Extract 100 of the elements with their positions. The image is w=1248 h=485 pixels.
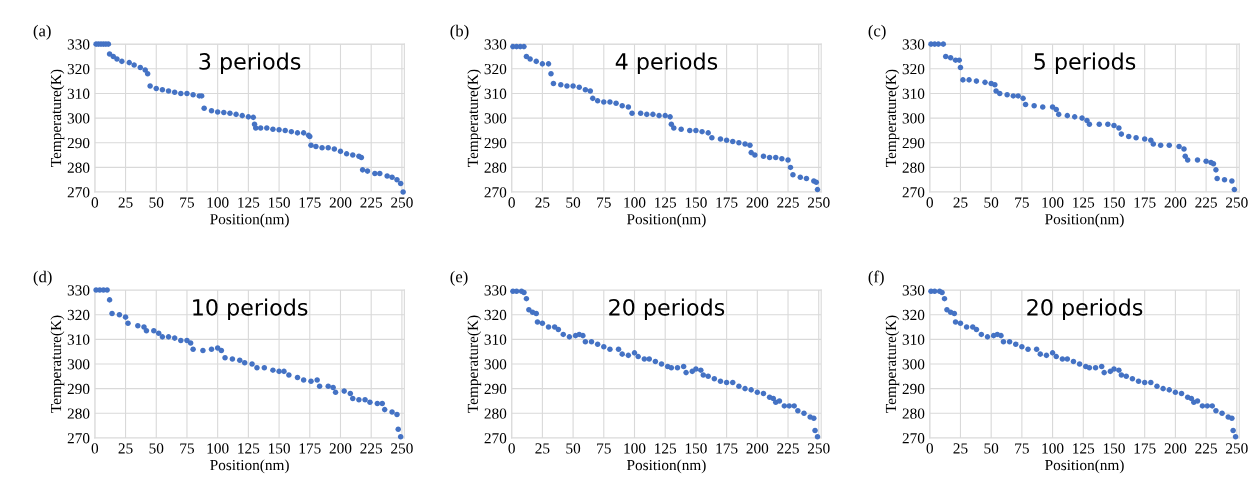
y-axis-title: Temperature(K): [885, 315, 900, 413]
point: [104, 287, 110, 293]
y-axis-title: Temperature(K): [50, 315, 65, 413]
point: [106, 297, 113, 303]
point: [656, 112, 662, 119]
x-axis-title: Position(nm): [210, 459, 289, 474]
point: [155, 330, 162, 336]
y-tick-label: 320: [484, 63, 507, 75]
point: [1194, 157, 1201, 163]
point: [1053, 106, 1060, 113]
point: [587, 88, 594, 94]
point: [533, 58, 540, 65]
y-tick-label: 290: [902, 137, 925, 149]
y-tick-label: 320: [67, 63, 90, 75]
point: [742, 141, 748, 147]
y-tick-label: 280: [67, 162, 90, 173]
point: [165, 334, 172, 340]
point: [222, 355, 228, 361]
point: [785, 157, 791, 163]
point: [576, 84, 583, 91]
point: [629, 110, 635, 116]
point: [1150, 141, 1157, 147]
x-tick-label: 0: [926, 197, 933, 208]
point: [787, 164, 794, 171]
x-tick-label: 75: [180, 443, 194, 454]
x-tick-label: 150: [685, 197, 707, 208]
x-axis-title: Position(nm): [1045, 459, 1124, 474]
point: [766, 154, 773, 161]
point: [325, 383, 331, 389]
point: [286, 372, 292, 378]
point: [1022, 101, 1029, 108]
y-tick-label: 300: [67, 113, 90, 124]
y-tick-label: 310: [484, 334, 507, 345]
x-axis-title: Position(nm): [210, 213, 289, 228]
y-tick-label: 330: [902, 285, 925, 296]
point: [218, 347, 225, 354]
point: [151, 327, 157, 334]
point: [109, 310, 115, 317]
x-tick-label: 125: [655, 443, 677, 454]
point: [1105, 121, 1111, 128]
x-tick-label: 0: [926, 443, 933, 454]
y-tick-label: 300: [484, 113, 507, 124]
point: [625, 104, 632, 110]
point: [686, 127, 693, 134]
y-tick-label: 330: [902, 39, 925, 50]
x-tick-label: 250: [1226, 443, 1248, 454]
point: [135, 323, 141, 329]
x-tick-label: 200: [1164, 443, 1187, 454]
point: [558, 82, 564, 88]
y-tick-label: 270: [484, 187, 507, 198]
annotation: 20 periods: [1027, 298, 1143, 321]
x-axis-title: Position(nm): [626, 459, 706, 474]
point: [772, 154, 779, 161]
point: [650, 111, 656, 118]
y-tick-label: 280: [484, 408, 507, 419]
point: [347, 390, 354, 397]
point: [779, 156, 785, 162]
point: [671, 125, 677, 131]
x-tick-label: 175: [1134, 443, 1156, 454]
y-tick-label: 300: [902, 359, 925, 370]
x-tick-label: 50: [566, 197, 581, 208]
x-tick-label: 250: [391, 197, 413, 208]
x-tick-label: 200: [1164, 197, 1187, 208]
point: [521, 43, 527, 50]
x-tick-label: 50: [149, 443, 164, 454]
x-tick-label: 125: [655, 197, 677, 208]
point: [736, 139, 742, 146]
point: [717, 136, 724, 142]
point: [208, 346, 215, 352]
point: [729, 138, 736, 145]
point: [966, 77, 972, 83]
x-tick-label: 250: [807, 443, 830, 454]
x-tick-label: 100: [207, 197, 229, 208]
y-tick-label: 330: [484, 285, 507, 296]
point: [748, 149, 754, 156]
point: [1010, 93, 1017, 99]
point: [241, 359, 248, 366]
point: [940, 41, 947, 47]
x-tick-label: 175: [716, 443, 738, 454]
point: [332, 389, 339, 396]
x-tick-label: 225: [360, 443, 383, 454]
x-tick-label: 75: [597, 443, 611, 454]
point: [397, 433, 404, 440]
point: [1071, 114, 1078, 120]
x-tick-label: 0: [508, 443, 515, 454]
point: [693, 127, 699, 134]
point: [1055, 111, 1062, 118]
y-tick-label: 290: [67, 383, 90, 395]
y-tick-label: 270: [902, 433, 925, 444]
point: [797, 174, 804, 181]
point: [1213, 167, 1219, 173]
point: [389, 409, 395, 415]
point: [570, 83, 576, 89]
y-tick-label: 330: [484, 39, 507, 50]
y-tick-label: 320: [902, 63, 925, 75]
x-tick-label: 100: [1042, 443, 1064, 454]
point: [122, 314, 129, 320]
annotation: 20 periods: [609, 298, 725, 321]
y-tick-label: 310: [902, 334, 925, 345]
point: [116, 311, 123, 318]
